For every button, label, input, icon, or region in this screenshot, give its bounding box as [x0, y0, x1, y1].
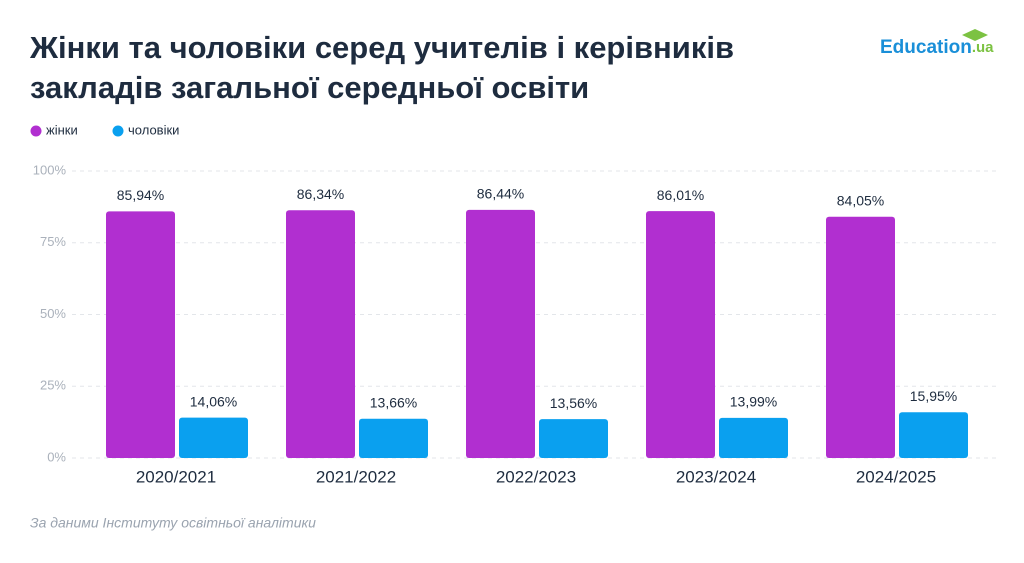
bar: [719, 417, 788, 458]
value-label: 86,34%: [297, 186, 344, 202]
bar: [179, 417, 248, 458]
chart-title: Жінки та чоловіки серед учителів і керів…: [29, 30, 734, 65]
bar: [539, 419, 608, 458]
legend-marker: [30, 125, 42, 137]
legend-marker: [112, 125, 124, 137]
value-label: 15,95%: [910, 388, 957, 404]
value-label: 13,56%: [550, 395, 597, 411]
legend-label: жінки: [46, 122, 78, 137]
legend-label: чоловіки: [128, 122, 179, 137]
y-tick-label: 100%: [33, 162, 67, 177]
y-tick-label: 75%: [40, 234, 66, 249]
source-note: За даними Інституту освітньої аналітики: [30, 515, 316, 531]
bar: [106, 211, 175, 458]
value-label: 84,05%: [837, 192, 884, 208]
bar: [899, 412, 968, 458]
logo-cap: [962, 29, 988, 41]
y-tick-label: 50%: [40, 306, 66, 321]
y-tick-label: 0%: [47, 449, 66, 464]
logo-main: Education: [880, 37, 972, 58]
value-label: 14,06%: [190, 393, 237, 409]
bar: [466, 209, 535, 458]
logo: Education.ua: [880, 29, 994, 58]
bar: [826, 216, 895, 458]
bar: [359, 418, 428, 458]
x-tick-label: 2024/2025: [856, 467, 936, 486]
logo-text: Education.ua: [880, 37, 994, 58]
bar: [646, 211, 715, 458]
x-tick-label: 2022/2023: [496, 467, 576, 486]
value-label: 13,66%: [370, 394, 417, 410]
x-tick-label: 2020/2021: [136, 467, 216, 486]
x-tick-label: 2023/2024: [676, 467, 756, 486]
x-tick-label: 2021/2022: [316, 467, 396, 486]
logo-suffix: .ua: [972, 39, 994, 56]
value-label: 86,01%: [657, 187, 704, 203]
bar: [286, 210, 355, 458]
chart-title: закладів загальної середньої освіти: [30, 70, 589, 105]
y-tick-label: 25%: [40, 378, 66, 393]
value-label: 13,99%: [730, 394, 777, 410]
value-label: 86,44%: [477, 186, 524, 202]
value-label: 85,94%: [117, 187, 164, 203]
